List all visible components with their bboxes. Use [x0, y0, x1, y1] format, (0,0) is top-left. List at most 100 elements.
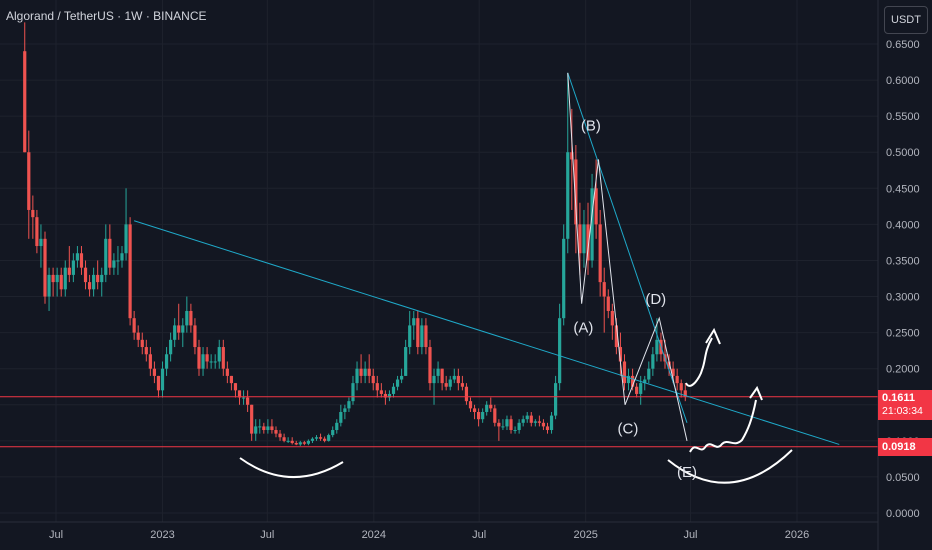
wave-label: (E)	[677, 464, 697, 481]
candle-body	[177, 325, 181, 333]
candle-body	[428, 347, 432, 384]
wave-path	[567, 72, 688, 441]
candle-body	[553, 383, 558, 416]
candle-body	[562, 238, 566, 319]
candle-body	[258, 426, 262, 428]
candle-body	[254, 426, 258, 434]
candle-body	[655, 339, 659, 355]
candle-body	[314, 437, 319, 439]
candle-body	[87, 282, 92, 290]
candle-body	[517, 422, 521, 431]
candle-body	[412, 318, 416, 326]
bottom-arc-left	[239, 457, 344, 479]
candle-body	[639, 383, 643, 394]
candlestick-series	[23, 22, 687, 446]
x-tick-label: 2025	[573, 529, 597, 541]
candle-body	[464, 386, 469, 402]
candle-body	[477, 411, 481, 420]
candle-body	[420, 325, 424, 348]
candle-body	[683, 390, 687, 397]
candle-body	[371, 375, 375, 384]
candle-body	[104, 238, 108, 275]
candle-body	[643, 379, 647, 384]
projection-squiggle-base	[689, 399, 757, 453]
currency-button[interactable]: USDT	[884, 6, 928, 34]
candle-body	[363, 368, 367, 376]
candle-body	[96, 274, 100, 283]
candle-body	[521, 419, 525, 423]
y-tick-label: 0.6000	[886, 75, 920, 87]
wave-label: (C)	[618, 421, 639, 438]
horizontal-levels	[0, 396, 878, 448]
candle-body	[92, 274, 96, 290]
candle-body	[278, 433, 282, 438]
candle-body	[201, 354, 205, 369]
candle-body	[302, 442, 306, 444]
candle-body	[229, 375, 234, 384]
candle-body	[452, 375, 456, 380]
candle-body	[43, 238, 47, 297]
candle-body	[140, 339, 144, 348]
candle-body	[132, 318, 136, 333]
candle-body	[205, 354, 209, 362]
candle-body	[156, 375, 161, 391]
candle-body	[626, 375, 631, 384]
candle-body	[675, 375, 679, 384]
candle-body	[100, 274, 104, 283]
trendline	[567, 72, 688, 423]
candle-body	[225, 368, 229, 376]
candle-body	[444, 383, 448, 387]
candle-body	[233, 383, 238, 391]
candle-body	[647, 368, 651, 380]
candle-body	[39, 238, 43, 247]
candle-body	[250, 404, 254, 434]
candle-body	[582, 224, 586, 254]
candle-body	[448, 379, 452, 387]
candle-body	[387, 393, 392, 398]
candle-body	[505, 419, 509, 427]
candle-body	[509, 419, 513, 431]
current-price-tag: 0.1611 21:03:34	[878, 390, 932, 420]
x-tick-label: Jul	[260, 529, 274, 541]
wave-labels: (A) (B) (C) (D) (E)	[573, 118, 697, 481]
candle-body	[237, 390, 242, 398]
arrow-head-up-2	[749, 385, 763, 401]
candle-body	[578, 224, 582, 254]
candle-body	[136, 332, 140, 340]
y-axis[interactable]: 0.6500 0.6000 0.5500 0.5000 0.4500 0.4000 0.35…	[877, 0, 920, 550]
candle-body	[294, 443, 298, 445]
candle-body	[367, 368, 371, 376]
candle-body	[335, 422, 339, 431]
candle-body	[436, 368, 440, 376]
candle-body	[246, 397, 250, 405]
candle-body	[359, 368, 363, 376]
candle-body	[424, 325, 428, 348]
y-tick-label: 0.4500	[886, 183, 920, 195]
candle-body	[558, 318, 562, 384]
candle-body	[545, 426, 550, 431]
candle-body	[71, 260, 75, 275]
candle-body	[671, 368, 675, 376]
candle-body	[298, 442, 302, 445]
candle-body	[197, 347, 201, 369]
candle-body	[570, 152, 574, 160]
candle-body	[614, 325, 618, 348]
candle-body	[290, 440, 294, 444]
trendlines	[134, 72, 840, 445]
candle-body	[493, 408, 497, 423]
candle-body	[408, 325, 412, 348]
x-axis[interactable]: Jul 2023 Jul 2024 Jul 2025 Jul 2026	[0, 521, 878, 541]
y-tick-label: 0.6500	[886, 39, 920, 51]
candle-body	[185, 310, 189, 326]
candle-body	[193, 325, 197, 348]
candle-body	[169, 339, 173, 355]
candle-body	[164, 354, 169, 369]
candle-body	[501, 426, 505, 428]
y-tick-label: 0.0500	[886, 472, 920, 484]
wave-label: (B)	[581, 118, 601, 135]
candle-body	[635, 386, 639, 394]
candle-body	[400, 375, 404, 380]
wave-polyline	[567, 72, 688, 441]
candle-body	[529, 415, 533, 423]
